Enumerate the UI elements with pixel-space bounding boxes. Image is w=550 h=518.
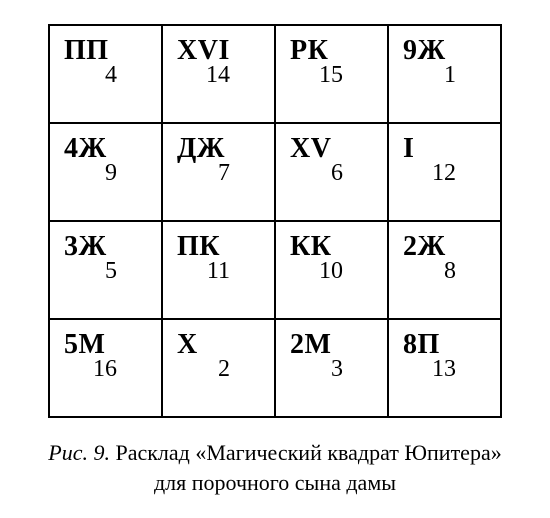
cell-number: 7 — [177, 161, 262, 186]
grid-cell: I12 — [389, 124, 502, 222]
cell-code: ПП — [64, 36, 149, 65]
cell-code: КК — [290, 232, 375, 261]
grid-cell: ДЖ7 — [163, 124, 276, 222]
cell-code: ПК — [177, 232, 262, 261]
figure-wrap: ПП4XVI14РК159Ж14Ж9ДЖ7XV6I123Ж5ПК11КК102Ж… — [0, 0, 550, 497]
cell-code: XV — [290, 134, 375, 163]
grid-cell: 8П13 — [389, 320, 502, 418]
cell-number: 10 — [290, 259, 375, 284]
cell-code: РК — [290, 36, 375, 65]
cell-number: 8 — [403, 259, 488, 284]
cell-code: 5М — [64, 330, 149, 359]
grid-cell: ПП4 — [50, 26, 163, 124]
grid-cell: 9Ж1 — [389, 26, 502, 124]
cell-code: 3Ж — [64, 232, 149, 261]
grid-cell: XVI14 — [163, 26, 276, 124]
cell-number: 1 — [403, 63, 488, 88]
grid-cell: КК10 — [276, 222, 389, 320]
cell-code: 8П — [403, 330, 488, 359]
caption-line-2: для порочного сына дамы — [154, 470, 396, 495]
grid-cell: 2Ж8 — [389, 222, 502, 320]
grid-cell: X2 — [163, 320, 276, 418]
cell-code: 2М — [290, 330, 375, 359]
grid-cell: XV6 — [276, 124, 389, 222]
cell-number: 5 — [64, 259, 149, 284]
cell-number: 11 — [177, 259, 262, 284]
cell-code: I — [403, 134, 488, 163]
cell-number: 16 — [64, 357, 149, 382]
cell-number: 6 — [290, 161, 375, 186]
cell-number: 4 — [64, 63, 149, 88]
grid-cell: 5М16 — [50, 320, 163, 418]
cell-code: 4Ж — [64, 134, 149, 163]
figure-caption: Рис. 9. Расклад «Магический квадрат Юпит… — [48, 438, 502, 497]
cell-code: ДЖ — [177, 134, 262, 163]
cell-code: XVI — [177, 36, 262, 65]
cell-number: 15 — [290, 63, 375, 88]
cell-number: 3 — [290, 357, 375, 382]
magic-square-grid: ПП4XVI14РК159Ж14Ж9ДЖ7XV6I123Ж5ПК11КК102Ж… — [48, 24, 502, 418]
grid-cell: ПК11 — [163, 222, 276, 320]
grid-cell: 4Ж9 — [50, 124, 163, 222]
figure-number: Рис. 9. — [48, 440, 110, 465]
caption-line-1: Расклад «Магический квадрат Юпитера» — [110, 440, 502, 465]
cell-number: 9 — [64, 161, 149, 186]
cell-number: 12 — [403, 161, 488, 186]
grid-cell: 2М3 — [276, 320, 389, 418]
cell-code: 9Ж — [403, 36, 488, 65]
cell-number: 13 — [403, 357, 488, 382]
grid-cell: 3Ж5 — [50, 222, 163, 320]
cell-number: 14 — [177, 63, 262, 88]
cell-code: X — [177, 330, 262, 359]
cell-number: 2 — [177, 357, 262, 382]
cell-code: 2Ж — [403, 232, 488, 261]
grid-cell: РК15 — [276, 26, 389, 124]
